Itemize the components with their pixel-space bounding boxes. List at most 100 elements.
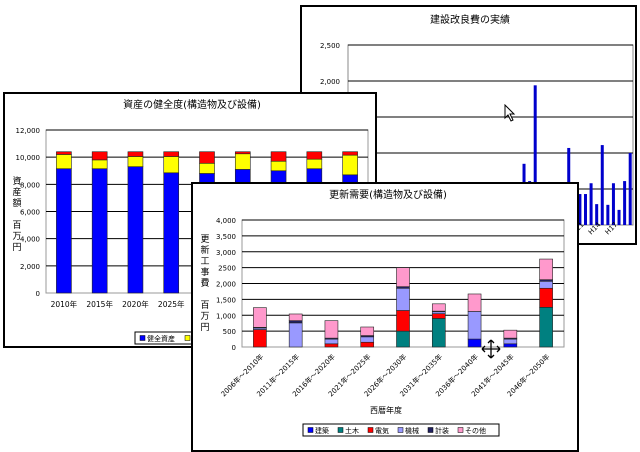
bar-segment	[56, 154, 72, 170]
move-cursor-icon	[481, 339, 501, 359]
x-tick-label: 2015年	[86, 299, 113, 309]
legend-label: 建築	[315, 426, 329, 435]
chart-title: 建設改良費の実績	[430, 13, 510, 26]
bar-segment	[91, 168, 108, 294]
bar	[628, 153, 632, 225]
bar-segment	[396, 330, 410, 348]
bar-segment	[360, 341, 375, 348]
y-tick-label: 10,000	[16, 154, 41, 162]
bar-segment	[503, 343, 518, 348]
bar-segment	[234, 153, 251, 170]
bar	[595, 204, 599, 225]
y-axis-label-char: 円	[12, 242, 21, 253]
bar-segment	[253, 329, 267, 348]
y-axis-label-char: 百	[12, 220, 21, 231]
y-axis-label-char: 費	[200, 277, 209, 289]
y-tick-label: 3,500	[216, 233, 236, 241]
y-tick-label: 0	[232, 344, 236, 352]
bar-segment	[431, 303, 446, 312]
y-tick-label: 2,000	[20, 263, 40, 271]
chart-window-renewal-demand[interactable]: 更新需要(構造物及び設備) 0 500 1,000 1,500 2,000 2500 3,00…	[191, 182, 579, 452]
y-axis-label-char: 工	[200, 257, 209, 267]
bar-segment	[503, 329, 518, 339]
y-tick-label: 4,000	[20, 236, 40, 244]
bar	[617, 209, 621, 225]
bar-segment	[324, 343, 339, 348]
bar-segment	[199, 162, 215, 174]
y-axis-label-char: 万	[12, 232, 21, 242]
legend-swatch	[427, 427, 434, 433]
bar-segment	[56, 168, 72, 294]
bar-segment	[467, 293, 482, 312]
bar-segment	[234, 151, 251, 155]
y-tick-label: 2,000	[216, 281, 236, 289]
legend-label: 機械	[405, 426, 419, 435]
bar-segment	[431, 318, 446, 348]
y-axis-label-char: 資	[12, 175, 21, 187]
legend-swatch	[139, 335, 146, 341]
y-tick-label: 500	[223, 328, 236, 336]
y-tick-label: 8,000	[20, 181, 40, 189]
legend-swatch	[457, 427, 464, 433]
y-tick-label: 2,000	[320, 78, 340, 86]
bar-segment	[127, 166, 144, 294]
y-axis-label-char: 百	[200, 300, 209, 311]
x-tick-label: 2025年	[158, 299, 185, 309]
bar-segment	[324, 320, 339, 339]
bar-segment	[288, 322, 303, 348]
y-axis-label-char: 産	[12, 186, 21, 198]
bar-segment	[306, 151, 323, 160]
bar-segment	[467, 311, 482, 340]
y-tick-label: 12,000	[16, 127, 41, 135]
legend-label: その他	[465, 426, 486, 435]
y-tick-label: 0	[36, 290, 40, 298]
y-axis-label-char: 額	[12, 197, 21, 209]
bar-segment	[306, 158, 323, 170]
bar-segment	[199, 151, 215, 164]
bar-segment	[163, 172, 180, 294]
bar-segment	[91, 159, 108, 170]
bar	[578, 194, 582, 225]
legend-swatch	[337, 427, 344, 433]
bar	[600, 145, 604, 225]
y-axis-label-char: 更	[200, 234, 209, 245]
bar-segment	[360, 336, 375, 343]
bar-segment	[270, 160, 287, 172]
legend-label: 土木	[345, 426, 359, 435]
y-tick-label: 3,000	[216, 249, 236, 257]
bar-segment	[396, 267, 410, 287]
y-tick-label: 4,000	[216, 217, 236, 225]
x-tick-label: 2020年	[122, 299, 149, 309]
x-axis-label: 西暦年度	[370, 405, 402, 415]
legend-swatch	[307, 427, 314, 433]
legend-swatch	[397, 427, 404, 433]
y-tick-label: 2,500	[320, 42, 340, 50]
bar	[623, 181, 627, 225]
y-tick-label: 6,000	[20, 209, 40, 217]
legend-label: 電気	[375, 426, 389, 435]
bar-segment	[163, 151, 180, 157]
bar-segment	[56, 151, 72, 155]
bar-segment	[288, 313, 303, 321]
bar-segment	[360, 326, 375, 336]
bar	[589, 183, 593, 225]
chart-title: 資産の健全度(構造物及び設備)	[123, 98, 261, 111]
y-axis-label-char: 事	[200, 266, 209, 278]
bar-segment	[396, 287, 410, 311]
mouse-pointer-icon	[504, 104, 516, 122]
bar-segment	[503, 338, 518, 345]
bar-segment	[342, 151, 358, 156]
bar	[584, 194, 587, 225]
renewal-demand-chart: 更新需要(構造物及び設備) 0 500 1,000 1,500 2,000 2500 3,00…	[200, 188, 565, 437]
bar-segment	[396, 310, 410, 332]
bar-segment	[539, 307, 553, 348]
bar-segment	[342, 154, 358, 176]
chart-title: 更新需要(構造物及び設備)	[329, 188, 447, 201]
legend-swatch	[367, 427, 374, 433]
y-tick-label: 2500	[218, 265, 236, 273]
bar-segment	[288, 320, 303, 324]
bar-segment	[324, 338, 339, 345]
y-axis-label-char: 円	[200, 322, 209, 333]
bar-segment	[270, 151, 287, 162]
legend-swatch	[184, 335, 191, 341]
